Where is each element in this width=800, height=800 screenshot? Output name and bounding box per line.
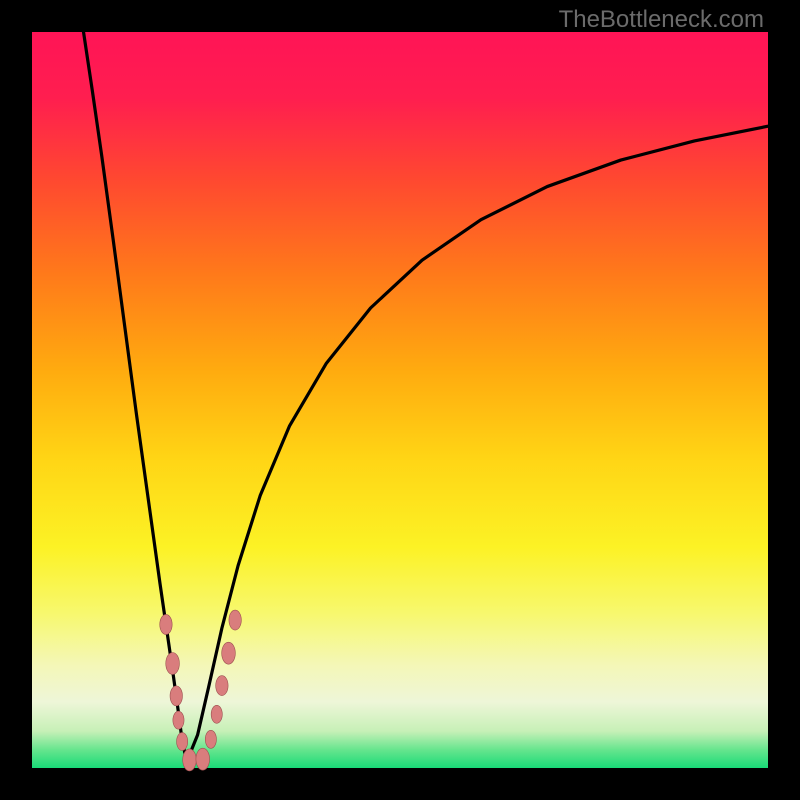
marker-dot	[183, 749, 197, 771]
marker-dot	[173, 711, 184, 729]
marker-dot	[170, 686, 182, 706]
watermark-text: TheBottleneck.com	[559, 6, 764, 34]
marker-dot	[166, 652, 180, 674]
v-curve	[84, 32, 768, 762]
curve-layer	[32, 32, 768, 768]
marker-dot	[229, 610, 241, 630]
marker-dot	[216, 676, 228, 696]
plot-area	[32, 32, 768, 768]
marker-dot	[177, 733, 188, 751]
marker-dot	[222, 642, 236, 664]
marker-dot	[211, 705, 222, 723]
marker-group	[160, 610, 242, 771]
marker-dot	[160, 614, 172, 634]
marker-dot	[196, 748, 210, 770]
marker-dot	[205, 730, 216, 748]
